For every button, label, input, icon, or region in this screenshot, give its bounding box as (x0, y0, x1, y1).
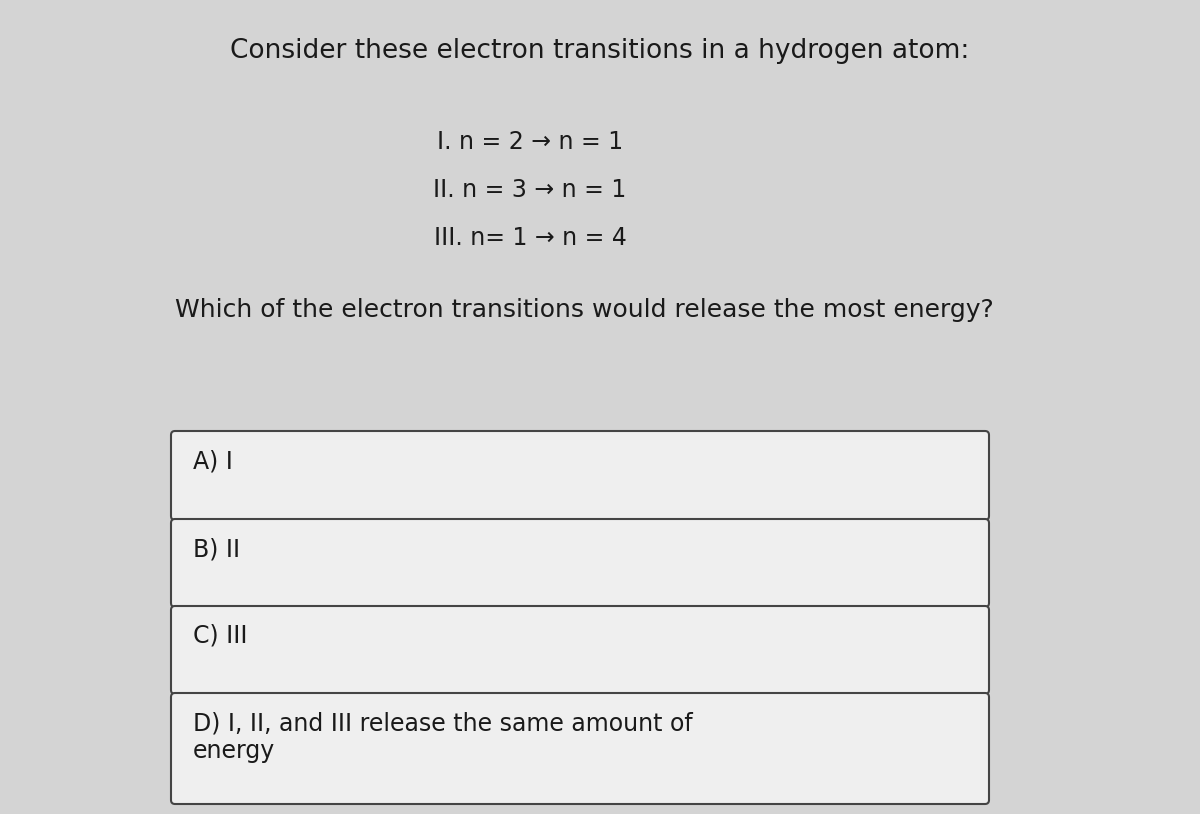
Text: B) II: B) II (193, 537, 240, 561)
Text: Which of the electron transitions would release the most energy?: Which of the electron transitions would … (175, 298, 994, 322)
Text: Consider these electron transitions in a hydrogen atom:: Consider these electron transitions in a… (230, 38, 970, 64)
FancyBboxPatch shape (172, 519, 989, 607)
Text: I. n = 2 → n = 1: I. n = 2 → n = 1 (437, 130, 623, 154)
Text: D) I, II, and III release the same amount of
energy: D) I, II, and III release the same amoun… (193, 711, 692, 763)
FancyBboxPatch shape (172, 431, 989, 520)
Text: C) III: C) III (193, 624, 247, 648)
Text: A) I: A) I (193, 449, 233, 473)
Text: III. n= 1 → n = 4: III. n= 1 → n = 4 (433, 226, 626, 250)
FancyBboxPatch shape (172, 606, 989, 694)
FancyBboxPatch shape (172, 693, 989, 804)
Text: II. n = 3 → n = 1: II. n = 3 → n = 1 (433, 178, 626, 202)
